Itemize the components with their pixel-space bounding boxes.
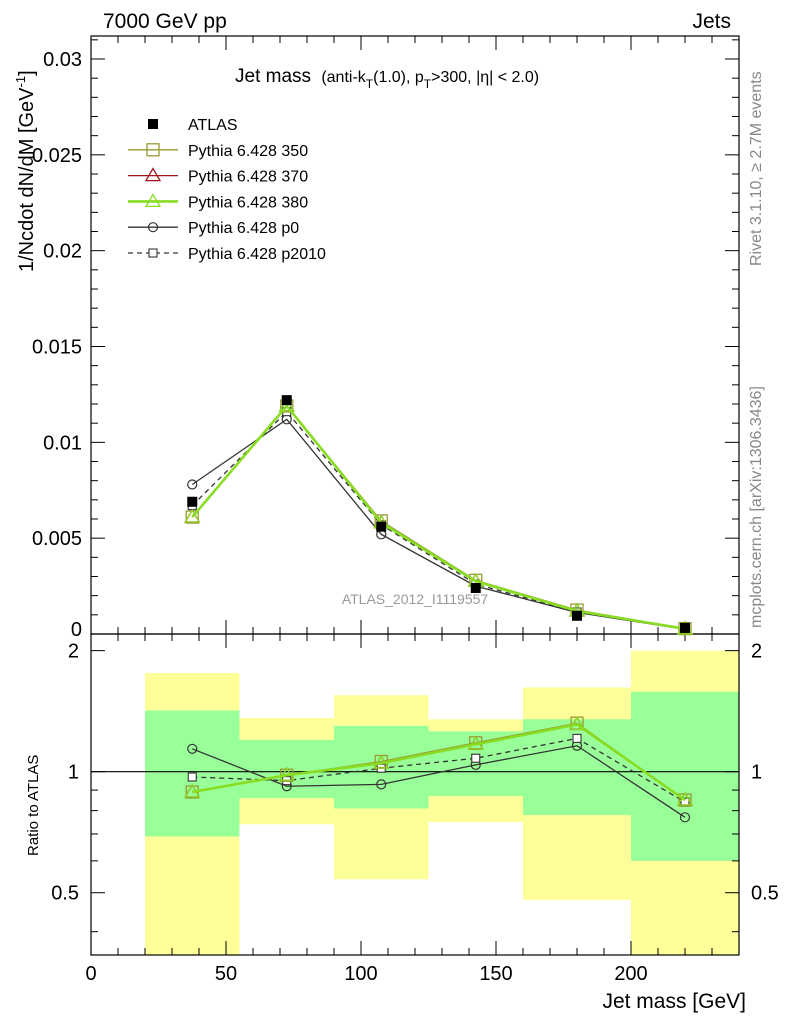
data-point-ATLAS: [281, 395, 292, 406]
ratio-point-p380: [278, 766, 295, 781]
main-y-tick-label: 0.015: [32, 337, 82, 359]
data-point-ATLAS: [187, 496, 198, 507]
ratio-point-p0: [679, 812, 691, 823]
main-y-axis-label-close: ]: [16, 70, 38, 76]
chart-title-main: Jet mass: [235, 66, 311, 87]
data-point-p380: [184, 508, 201, 523]
header-left: 7000 GeV pp: [103, 10, 227, 33]
data-point-ATLAS: [572, 610, 582, 621]
legend-label-p370: Pythia 6.428 370: [188, 169, 308, 186]
ratio-line-p0: [192, 745, 686, 818]
legend-label-p380: Pythia 6.428 380: [188, 194, 308, 211]
chart-title-cuts-3: >300, |η| < 2.0): [431, 69, 539, 86]
chart-title-sub-1: T: [366, 77, 374, 91]
header-right: Jets: [692, 10, 731, 33]
legend-label-ATLAS: ATLAS: [188, 117, 238, 134]
x-tick-label: 150: [479, 963, 512, 985]
ratio-y-tick-label-right: 1: [751, 762, 762, 784]
chart-title-sub-2: T: [424, 77, 432, 91]
x-tick-label: 50: [215, 963, 237, 985]
ratio-point-p380: [676, 791, 694, 806]
ratio-point-p2010: [572, 733, 582, 743]
legend-label-p2010: Pythia 6.428 p2010: [188, 246, 326, 263]
series-ATLAS: [187, 395, 690, 633]
legend-label-p350: Pythia 6.428 350: [188, 143, 308, 160]
ratio-point-p2010: [471, 753, 481, 763]
main-y-axis-label: 1/Ncdot dN/dM [GeV-1]: [13, 70, 38, 272]
main-y-tick-label: 0.01: [43, 432, 82, 454]
main-y-axis-label-text: 1/Ncdot dN/dM [GeV: [16, 87, 38, 272]
legend-label-p0: Pythia 6.428 p0: [188, 220, 299, 237]
data-point-ATLAS: [470, 583, 481, 593]
legend-marker-p0: [147, 222, 159, 233]
series-line-p380: [191, 403, 686, 631]
watermark: ATLAS_2012_I1119557: [342, 591, 489, 607]
legend-marker-ATLAS: [148, 119, 158, 129]
x-tick-label: 0: [85, 963, 96, 985]
main-y-tick-label-zero: 0: [71, 619, 82, 641]
x-axis-label: Jet mass [GeV]: [602, 990, 746, 1013]
main-y-tick-label: 0.025: [32, 145, 82, 167]
rivet-text: Rivet 3.1.10, ≥ 2.7M events: [748, 71, 765, 266]
chart-title-cuts-2: (1.0), p: [373, 69, 424, 86]
legend-marker-p380: [144, 193, 162, 208]
main-y-tick-label: 0.02: [43, 241, 82, 263]
ratio-point-p0: [376, 779, 387, 790]
ratio-band-inner: [631, 691, 739, 861]
main-y-axis-label-sup: -1: [13, 76, 28, 88]
x-tick-label: 100: [344, 963, 377, 985]
data-point-p0: [187, 479, 198, 490]
ratio-band-inner: [523, 719, 631, 816]
legend-marker-p2010: [148, 248, 158, 258]
ratio-line-p2010: [192, 737, 686, 803]
chart-title-cuts: (anti-k: [321, 69, 366, 86]
ratio-y-tick-label-right: 2: [751, 641, 762, 663]
data-point-ATLAS: [376, 521, 387, 532]
data-point-ATLAS: [680, 622, 690, 633]
ratio-point-p380: [184, 783, 201, 798]
mcplots-text: mcplots.cern.ch [arXiv:1306.3436]: [748, 386, 765, 628]
ratio-band-inner: [428, 731, 523, 796]
legend-marker-p370: [144, 167, 162, 182]
main-y-tick-label: 0.005: [32, 528, 82, 550]
x-tick-label: 200: [614, 963, 647, 985]
ratio-series-p380: [184, 716, 694, 806]
main-y-tick-label: 0.03: [43, 49, 82, 71]
ratio-point-p380: [373, 754, 390, 769]
chart-title: Jet mass (anti-kT(1.0), pT>300, |η| < 2.…: [235, 66, 539, 91]
ratio-point-p380: [467, 735, 484, 750]
ratio-y-axis-label: Ratio to ATLAS: [25, 755, 42, 856]
ratio-line-p380: [192, 723, 686, 802]
ratio-point-p2010: [187, 772, 197, 782]
ratio-point-p0: [187, 743, 198, 754]
ratio-y-tick-label: 0.5: [51, 883, 79, 905]
ratio-y-tick-label: 1: [68, 762, 79, 784]
ratio-point-p380: [568, 716, 586, 731]
ratio-y-tick-label: 2: [68, 641, 79, 663]
legend-marker-p350: [146, 143, 160, 157]
legend: ATLAS Pythia 6.428 350 Pythia 6.428 370 Pyt…: [128, 117, 326, 263]
ratio-y-tick-label-right: 0.5: [751, 883, 779, 905]
